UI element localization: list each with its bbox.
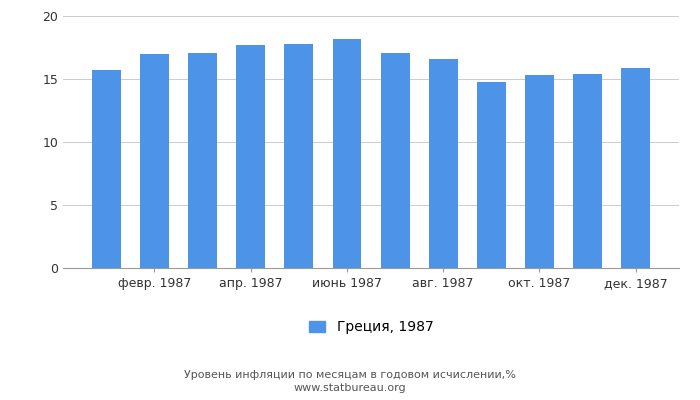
Text: Уровень инфляции по месяцам в годовом исчислении,%: Уровень инфляции по месяцам в годовом ис… (184, 370, 516, 380)
Bar (525, 75, 554, 268)
Legend: Греция, 1987: Греция, 1987 (309, 320, 433, 334)
Bar (381, 52, 409, 268)
Bar (92, 70, 120, 268)
Bar (428, 59, 458, 268)
Bar (188, 52, 217, 268)
Bar (332, 39, 361, 268)
Bar (284, 44, 314, 268)
Bar (477, 82, 505, 268)
Bar (140, 54, 169, 268)
Bar (237, 45, 265, 268)
Bar (622, 68, 650, 268)
Text: www.statbureau.org: www.statbureau.org (294, 383, 406, 393)
Bar (573, 74, 602, 268)
